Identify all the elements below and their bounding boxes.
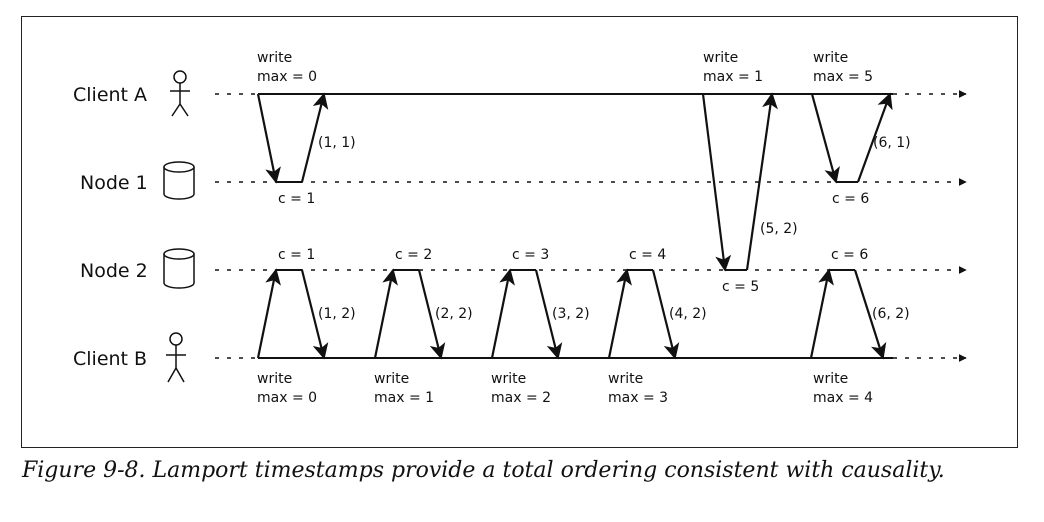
request-arrow (810, 93, 840, 184)
client-b-write-label: write (257, 371, 292, 387)
lane-label-node-1: Node 1 (80, 172, 148, 194)
figure-frame (21, 16, 1018, 448)
client-b-max-label: max = 2 (491, 390, 551, 406)
request-arrow (701, 93, 732, 272)
node-2-counter-label: c = 3 (512, 247, 549, 263)
client-a-write-label: write (257, 50, 292, 66)
node-2-counter-label: c = 5 (722, 279, 759, 295)
client-b-write-label: write (491, 371, 526, 387)
message-arrows (256, 92, 893, 360)
person-icon (170, 70, 190, 117)
lane-label-client-b: Client B (73, 348, 147, 370)
request-arrow (256, 268, 281, 359)
client-b-write-label: write (813, 371, 848, 387)
database-icon (163, 248, 195, 289)
node-2-counter-label: c = 2 (395, 247, 432, 263)
client-b-write-label: write (608, 371, 643, 387)
response-arrow (300, 269, 329, 360)
request-arrow (809, 268, 834, 359)
client-a-max-label: max = 5 (813, 69, 873, 85)
response-arrow (534, 269, 563, 360)
node-2-counter-label: c = 1 (278, 247, 315, 263)
client-b-max-label: max = 3 (608, 390, 668, 406)
response-timestamp-label: (1, 2) (318, 306, 356, 322)
response-timestamp-label: (1, 1) (318, 135, 356, 151)
client-b-max-label: max = 0 (257, 390, 317, 406)
node-1-counter-label: c = 1 (278, 191, 315, 207)
node-1-counter-label: c = 6 (832, 191, 869, 207)
client-a-write-label: write (813, 50, 848, 66)
lane-label-client-a: Client A (73, 84, 147, 106)
response-timestamp-label: (4, 2) (669, 306, 707, 322)
node-2-counter-label: c = 6 (831, 247, 868, 263)
response-arrow (300, 92, 329, 183)
figure-caption: Figure 9-8. Lamport timestamps provide a… (22, 458, 945, 483)
lane-label-node-2: Node 2 (80, 260, 148, 282)
client-a-write-label: write (703, 50, 738, 66)
response-arrow (651, 269, 680, 360)
request-arrow (490, 268, 515, 359)
client-a-max-label: max = 1 (703, 69, 763, 85)
response-timestamp-label: (2, 2) (435, 306, 473, 322)
client-a-max-label: max = 0 (257, 69, 317, 85)
response-timestamp-label: (6, 2) (872, 306, 910, 322)
database-icon (163, 161, 195, 200)
request-arrow (607, 268, 632, 359)
response-timestamp-label: (3, 2) (552, 306, 590, 322)
response-arrow (856, 92, 893, 183)
person-icon (166, 332, 186, 383)
response-timestamp-label: (5, 2) (760, 221, 798, 237)
response-arrow (745, 92, 778, 271)
response-arrow (417, 269, 446, 360)
client-b-write-label: write (374, 371, 409, 387)
response-arrow (853, 269, 887, 360)
response-timestamp-label: (6, 1) (873, 135, 911, 151)
request-arrow (256, 93, 281, 184)
client-b-max-label: max = 1 (374, 390, 434, 406)
client-b-max-label: max = 4 (813, 390, 873, 406)
request-arrow (373, 268, 398, 359)
node-2-counter-label: c = 4 (629, 247, 666, 263)
